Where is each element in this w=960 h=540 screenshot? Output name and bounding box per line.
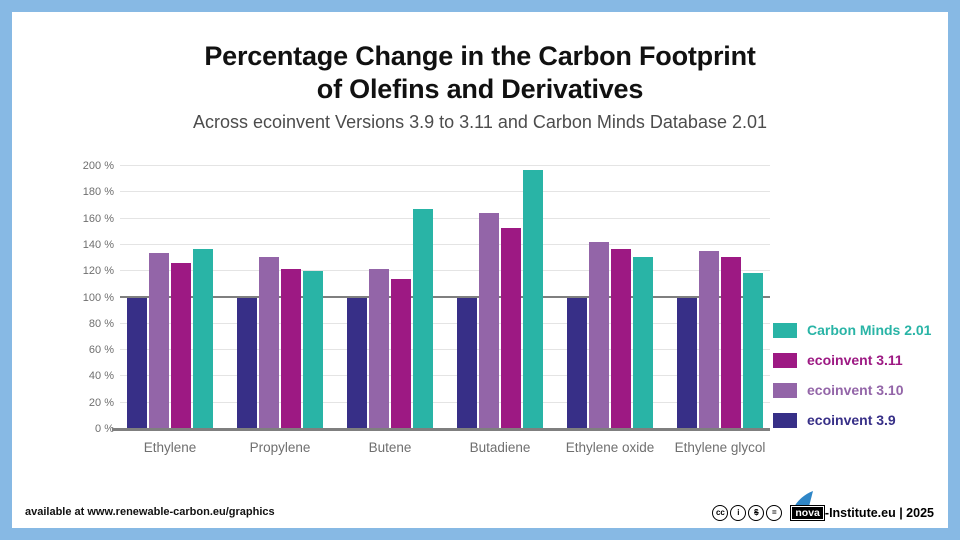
y-tick-label: 80 % xyxy=(88,317,114,330)
legend-label: ecoinvent 3.10 xyxy=(807,382,904,398)
bar-ecoinvent-3-9 xyxy=(347,297,367,429)
bar-ecoinvent-3-9 xyxy=(237,297,257,429)
chart-legend: Carbon Minds 2.01 ecoinvent 3.11 ecoinvent… xyxy=(773,322,931,442)
gridline xyxy=(120,349,770,351)
source-url-text: available at www.renewable-carbon.eu/gra… xyxy=(25,506,275,518)
x-category-label: Ethylene oxide xyxy=(565,440,655,455)
nova-sail-icon xyxy=(793,491,814,509)
gridline xyxy=(120,243,770,245)
legend-item-carbon-minds-2-01: Carbon Minds 2.01 xyxy=(773,322,931,338)
bar-group-ethylene: Ethylene xyxy=(127,166,213,455)
x-category-label: Propylene xyxy=(249,440,311,455)
gridline xyxy=(120,270,770,272)
bar-ecoinvent-3-11 xyxy=(611,248,631,429)
legend-swatch xyxy=(773,322,797,338)
y-axis-labels: 0 % 20 % 40 % 60 % 80 % 100 % 120 % 140 % 160 % 1… xyxy=(50,160,114,435)
bar-carbon-minds-2-01 xyxy=(743,272,763,429)
bar-groups: Ethylene Propylene Butene Butadiene Ethylene… xyxy=(120,166,770,455)
y-tick-label: 180 % xyxy=(82,186,114,199)
y-tick-label: 120 % xyxy=(82,265,114,278)
gridline xyxy=(120,401,770,403)
bar-group-ethylene-glycol: Ethylene glycol xyxy=(675,166,765,455)
legend-item-ecoinvent-3-10: ecoinvent 3.10 xyxy=(773,382,931,398)
bar-chart-plot-area: Ethylene Propylene Butene Butadiene Ethylene… xyxy=(112,165,770,455)
y-tick-label: 0 % xyxy=(95,423,114,435)
reference-line-100 xyxy=(120,295,770,298)
cc-nd-icon: = xyxy=(766,505,783,521)
bar-ecoinvent-3-9 xyxy=(127,297,147,429)
x-category-label: Ethylene glycol xyxy=(674,440,766,455)
legend-label: ecoinvent 3.9 xyxy=(807,412,896,428)
credit-text: -Institute.eu | 2025 xyxy=(824,506,934,520)
bar-group-butadiene: Butadiene xyxy=(457,166,543,455)
y-tick-label: 40 % xyxy=(88,370,114,383)
bar-ecoinvent-3-11 xyxy=(391,279,411,429)
bar-ecoinvent-3-11 xyxy=(281,268,301,429)
bar-carbon-minds-2-01 xyxy=(523,169,543,429)
cc-nc-icon: $ xyxy=(748,505,765,521)
x-axis-baseline xyxy=(112,428,770,431)
legend-label: Carbon Minds 2.01 xyxy=(807,322,932,338)
page-title: Percentage Change in the Carbon Footprin… xyxy=(0,40,960,106)
y-tick-label: 60 % xyxy=(88,344,114,357)
bar-ecoinvent-3-9 xyxy=(567,297,587,429)
bar-group-butene: Butene xyxy=(347,166,433,455)
bar-ecoinvent-3-11 xyxy=(171,263,191,429)
cc-license-icons: cc i $ = xyxy=(712,505,783,521)
y-tick-label: 200 % xyxy=(82,160,114,172)
cc-by-icon: i xyxy=(730,505,747,521)
chart-subtitle: Across ecoinvent Versions 3.9 to 3.11 an… xyxy=(192,112,767,132)
x-category-label: Butadiene xyxy=(469,440,531,455)
bar-ecoinvent-3-9 xyxy=(677,297,697,429)
legend-swatch xyxy=(773,352,797,368)
cc-license-icon: cc xyxy=(712,505,729,521)
y-tick-label: 20 % xyxy=(88,396,114,409)
bar-ecoinvent-3-10 xyxy=(369,268,389,429)
y-tick-label: 160 % xyxy=(82,212,114,225)
gridline xyxy=(120,322,770,324)
legend-label: ecoinvent 3.11 xyxy=(807,352,903,368)
bar-ecoinvent-3-9 xyxy=(457,297,477,429)
bar-ecoinvent-3-10 xyxy=(479,213,499,429)
branding-block: cc i $ = nova -Institute.eu | 2025 xyxy=(712,491,934,526)
bar-carbon-minds-2-01 xyxy=(633,256,653,429)
bar-carbon-minds-2-01 xyxy=(303,271,323,429)
nova-logo-wordmark: nova xyxy=(790,505,825,521)
bar-ecoinvent-3-10 xyxy=(149,252,169,429)
legend-item-ecoinvent-3-11: ecoinvent 3.11 xyxy=(773,352,931,368)
legend-swatch xyxy=(773,382,797,398)
title-line-2: of Olefins and Derivatives xyxy=(316,74,644,104)
y-tick-label: 140 % xyxy=(82,238,114,251)
bar-ecoinvent-3-10 xyxy=(699,251,719,429)
title-line-1: Percentage Change in the Carbon Footprin… xyxy=(204,41,756,71)
bar-ecoinvent-3-10 xyxy=(259,256,279,429)
bar-group-propylene: Propylene xyxy=(237,166,323,455)
legend-swatch xyxy=(773,412,797,428)
bar-ecoinvent-3-10 xyxy=(589,242,609,429)
gridline xyxy=(120,375,770,377)
bar-ecoinvent-3-11 xyxy=(501,227,521,429)
bar-carbon-minds-2-01 xyxy=(193,248,213,429)
bar-ecoinvent-3-11 xyxy=(721,256,741,429)
gridline xyxy=(120,165,770,166)
y-tick-label: 100 % xyxy=(82,291,114,304)
gridline xyxy=(120,191,770,193)
gridline xyxy=(120,217,770,219)
x-category-label: Ethylene xyxy=(143,440,197,455)
bar-group-ethylene-oxide: Ethylene oxide xyxy=(566,166,654,455)
bar-carbon-minds-2-01 xyxy=(413,209,433,429)
legend-item-ecoinvent-3-9: ecoinvent 3.9 xyxy=(773,412,931,428)
x-category-label: Butene xyxy=(368,440,412,455)
nova-institute-logo: nova -Institute.eu | 2025 xyxy=(790,491,934,521)
